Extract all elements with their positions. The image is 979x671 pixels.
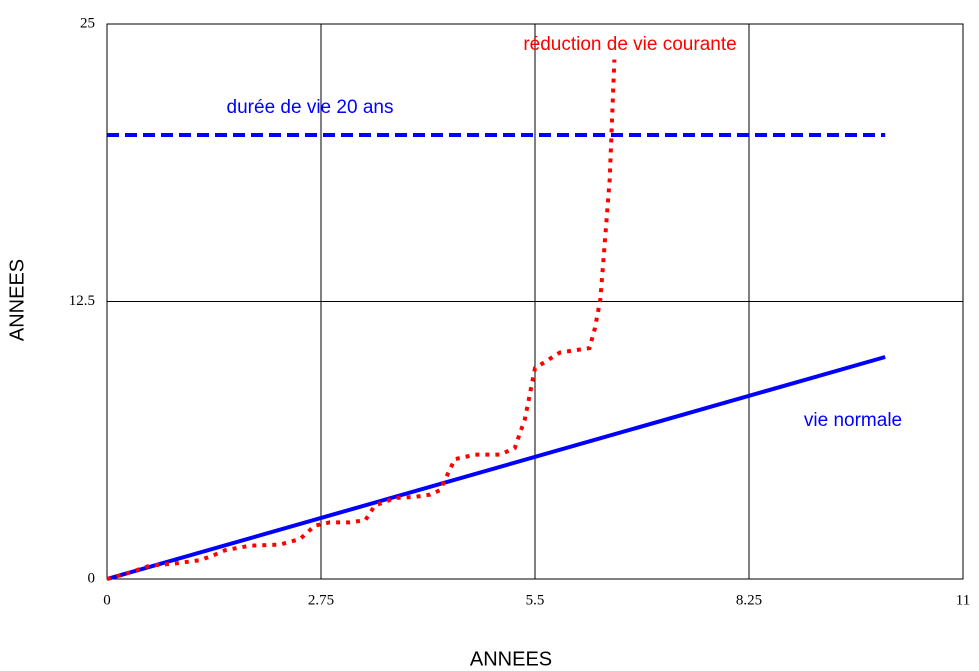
y-tick-label: 0 — [88, 570, 96, 586]
series-line — [106, 59, 617, 581]
x-tick-label: 5.5 — [526, 592, 545, 608]
series-line — [106, 355, 886, 581]
series-label: durée de vie 20 ans — [227, 97, 394, 118]
x-tick-label: 0 — [103, 592, 111, 608]
y-axis-title: ANNEES — [6, 259, 28, 341]
x-axis-title: ANNEES — [470, 648, 552, 670]
y-tick-label: 25 — [80, 15, 95, 31]
series-label: réduction de vie courante — [523, 34, 736, 55]
y-tick-label: 12.5 — [69, 293, 95, 309]
series-label: vie normale — [804, 410, 902, 431]
x-tick-label: 8.25 — [736, 592, 762, 608]
x-tick-label: 2.75 — [308, 592, 334, 608]
x-tick-label: 11 — [956, 592, 970, 608]
